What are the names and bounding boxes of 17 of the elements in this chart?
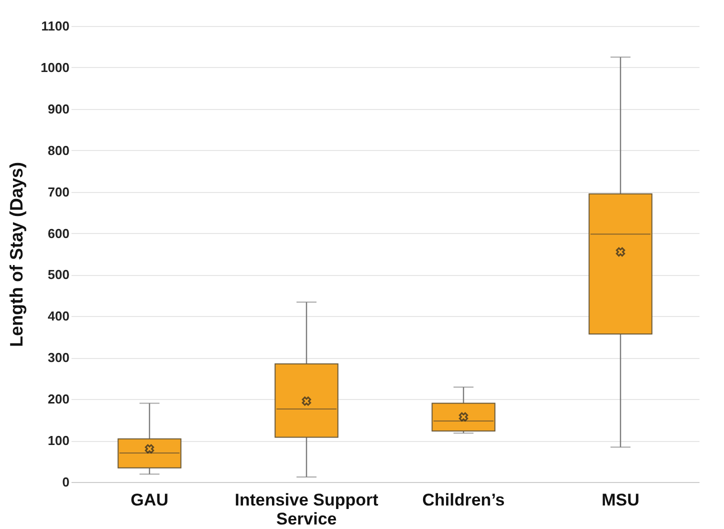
y-tick-label: 400 — [48, 308, 70, 324]
y-tick-label: 800 — [48, 142, 70, 158]
x-tick-label: MSU — [602, 490, 640, 510]
y-tick-label: 1100 — [41, 18, 70, 34]
y-tick-label: 600 — [48, 226, 70, 241]
y-tick-label: 300 — [48, 350, 70, 366]
y-axis-title: Length of Stay (Days) — [6, 162, 27, 348]
y-tick-label: 100 — [48, 433, 70, 448]
y-tick-label: 900 — [48, 101, 70, 116]
y-tick-label: 500 — [48, 267, 70, 282]
x-tick-label: GAU — [130, 490, 168, 510]
y-tick-label: 700 — [48, 184, 70, 200]
y-tick-label: 1000 — [40, 60, 70, 75]
y-tick-label: 0 — [62, 474, 70, 490]
x-tick-label: Children’s — [422, 490, 505, 510]
x-tick-label: Intensive Support Service — [234, 490, 379, 528]
y-tick-label: 200 — [48, 392, 70, 407]
